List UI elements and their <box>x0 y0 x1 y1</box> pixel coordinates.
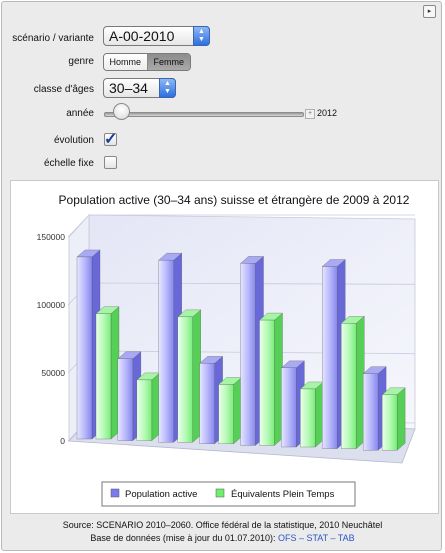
genre-segmented-control: Homme Femme <box>103 53 191 71</box>
bar-front-face <box>117 358 134 441</box>
legend-box <box>101 481 356 507</box>
bar-equivalents-7 <box>381 387 406 451</box>
scenario-label: scénario / variante <box>12 33 94 44</box>
bar-front-face <box>218 384 234 444</box>
age-label: classe d'âges <box>33 84 94 95</box>
y-tick-label: 50000 <box>41 368 65 378</box>
bar-equivalents-3 <box>218 377 243 445</box>
bar-side-face <box>396 387 406 451</box>
bar-front-face <box>281 367 297 448</box>
scenario-popup[interactable]: A-00-2010 ▲ ▼ <box>103 26 210 46</box>
bar-front-face <box>240 263 256 446</box>
legend-swatch-equivalents <box>215 488 225 498</box>
gridline-side <box>67 214 90 238</box>
legend: Population active Équivalents Plein Temp… <box>101 481 356 507</box>
age-value: 30–34 <box>109 80 148 96</box>
scale-checkbox[interactable] <box>104 156 117 169</box>
source-line: Source: SCENARIO 2010–2060. Office fédér… <box>62 520 383 530</box>
bar-front-face <box>76 256 93 440</box>
legend-label-equivalents: Équivalents Plein Temps <box>231 489 335 500</box>
bar-front-face <box>341 323 357 449</box>
bar-front-face <box>322 266 338 449</box>
age-popup[interactable]: 30–34 ▲ ▼ <box>103 78 176 98</box>
legend-label-population-active: Population active <box>125 489 197 500</box>
year-slider-track[interactable] <box>104 112 304 117</box>
evolution-label: évolution <box>53 135 94 146</box>
database-line: Base de données (mise à jour du 01.07.20… <box>2 532 443 545</box>
updown-arrow-icon: ▲ ▼ <box>159 78 176 98</box>
bar-equivalents-5 <box>299 381 324 448</box>
bar-front-face <box>158 260 174 443</box>
bar-front-face <box>300 388 316 448</box>
bar-population-active-5 <box>280 360 305 448</box>
bar-front-face <box>362 373 379 451</box>
genre-homme-button[interactable]: Homme <box>104 54 148 70</box>
slider-expand-icon[interactable]: + <box>305 109 315 119</box>
scale-label: échelle fixe <box>43 158 94 169</box>
genre-femme-button[interactable]: Femme <box>147 54 190 70</box>
bar-equivalents-0 <box>95 306 120 440</box>
bar-population-active-0 <box>76 249 101 440</box>
genre-label: genre <box>68 56 94 67</box>
database-prefix: Base de données (mise à jour du 01.07.20… <box>90 533 278 543</box>
bar-equivalents-4 <box>259 312 283 446</box>
y-tick-label: 0 <box>60 436 65 446</box>
y-tick-label: 100000 <box>37 300 66 310</box>
checkmark-icon: ✓ <box>104 131 118 148</box>
scenario-value: A-00-2010 <box>109 28 175 44</box>
bar-front-face <box>136 379 153 441</box>
updown-arrow-icon: ▲ ▼ <box>193 26 210 46</box>
expand-icon[interactable]: ▸ <box>423 5 436 18</box>
evolution-checkbox[interactable]: ✓ <box>104 131 117 148</box>
bar-equivalents-6 <box>340 315 365 449</box>
bar-front-face <box>95 313 112 440</box>
chart-title: Population active (30–34 ans) suisse et … <box>59 193 410 207</box>
year-value: 2012 <box>317 108 338 118</box>
year-label: année <box>66 108 94 119</box>
bar-front-face <box>381 394 398 451</box>
bar-equivalents-1 <box>136 372 161 441</box>
chart-frame: Population active (30–34 ans) suisse et … <box>10 180 439 514</box>
bar-front-face <box>259 319 275 446</box>
bar-front-face <box>199 363 215 444</box>
y-tick-label: 150000 <box>37 232 66 242</box>
database-links[interactable]: OFS – STAT – TAB <box>277 533 355 543</box>
bar-chart: Population active (30–34 ans) suisse et … <box>37 193 416 507</box>
bar-equivalents-2 <box>177 309 202 443</box>
bar-front-face <box>177 316 193 443</box>
source-block: Source: SCENARIO 2010–2060. Office fédér… <box>2 519 443 545</box>
year-slider-thumb[interactable] <box>113 103 130 120</box>
legend-swatch-population-active <box>110 488 120 498</box>
